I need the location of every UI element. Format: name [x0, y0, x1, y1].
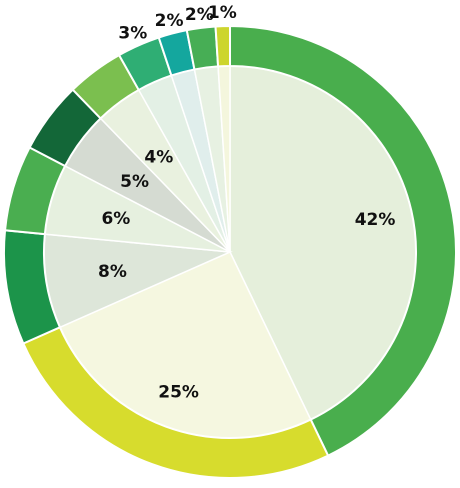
slice-label-3: 8%	[98, 262, 127, 282]
slice-label-9: 2%	[185, 5, 214, 25]
slice-label-5: 5%	[120, 172, 149, 192]
slice-ring-10	[214, 24, 231, 68]
slice-label-10: 1%	[208, 3, 237, 23]
slice-label-2: 25%	[158, 383, 199, 403]
slice-label-6: 4%	[144, 148, 173, 168]
slice-label-7: 3%	[118, 24, 147, 44]
slice-label-8: 2%	[155, 11, 184, 31]
slice-label-1: 42%	[355, 210, 396, 230]
slice-label-4: 6%	[101, 209, 130, 229]
